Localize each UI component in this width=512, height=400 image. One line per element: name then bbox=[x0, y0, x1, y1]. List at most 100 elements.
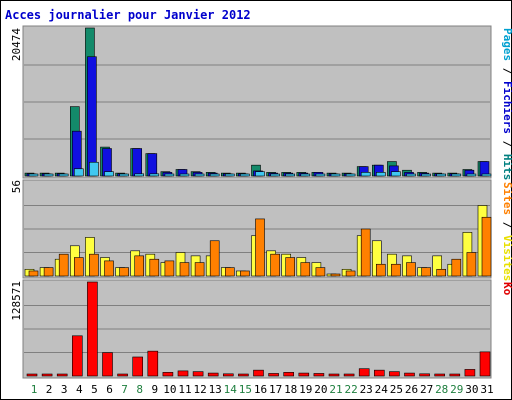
bar-bot-ko-16 bbox=[253, 369, 264, 377]
bar-mid-sites-9 bbox=[149, 258, 160, 277]
bar-top-pages-31 bbox=[481, 173, 492, 177]
x-label-17: 17 bbox=[269, 383, 282, 396]
bar-mid-sites-1 bbox=[28, 270, 39, 277]
x-label-11: 11 bbox=[178, 383, 191, 396]
x-label-12: 12 bbox=[193, 383, 206, 396]
bar-top-pages-22 bbox=[345, 173, 356, 177]
x-label-30: 30 bbox=[465, 383, 478, 396]
chart-title: Acces journalier pour Janvier 2012 bbox=[5, 8, 251, 22]
bar-mid-sites-2 bbox=[43, 267, 54, 277]
bar-bot-ko-23 bbox=[358, 368, 370, 377]
bar-top-pages-28 bbox=[436, 173, 447, 177]
top-ymax-label: 20474 bbox=[10, 28, 23, 61]
bar-top-pages-17 bbox=[270, 173, 280, 177]
bar-mid-sites-19 bbox=[300, 262, 311, 277]
bar-top-pages-2 bbox=[43, 173, 54, 177]
bar-mid-sites-26 bbox=[406, 262, 416, 277]
bar-bot-ko-17 bbox=[268, 373, 279, 377]
bar-top-pages-7 bbox=[119, 173, 129, 177]
bar-top-pages-24 bbox=[375, 172, 386, 177]
x-label-6: 6 bbox=[106, 383, 113, 396]
bar-bot-ko-25 bbox=[389, 371, 400, 377]
bar-top-pages-15 bbox=[240, 173, 250, 177]
bar-top-pages-13 bbox=[209, 173, 220, 177]
bar-bot-ko-19 bbox=[298, 372, 310, 377]
bar-bot-ko-12 bbox=[192, 371, 204, 377]
x-label-26: 26 bbox=[405, 383, 418, 396]
bar-top-pages-27 bbox=[421, 173, 431, 177]
bars-layer bbox=[24, 27, 492, 377]
bar-top-pages-1 bbox=[28, 173, 39, 177]
bar-mid-sites-18 bbox=[285, 257, 296, 277]
bar-mid-sites-15 bbox=[240, 270, 250, 277]
bar-bot-ko-13 bbox=[207, 372, 219, 377]
x-label-21: 21 bbox=[329, 383, 342, 396]
top-legend: Pages / Fichiers / Hits bbox=[501, 28, 512, 180]
bar-top-pages-16 bbox=[255, 171, 265, 177]
bar-bot-ko-5 bbox=[87, 281, 98, 377]
bar-bot-ko-9 bbox=[147, 350, 159, 377]
legend-part-mid-1: / bbox=[501, 215, 512, 235]
bar-bot-ko-28 bbox=[434, 373, 446, 377]
bar-mid-sites-6 bbox=[104, 260, 114, 277]
bar-mid-sites-12 bbox=[194, 262, 205, 277]
bar-mid-sites-23 bbox=[360, 228, 371, 277]
x-label-16: 16 bbox=[254, 383, 267, 396]
legend-part-top-0: Pages bbox=[501, 28, 512, 61]
bar-mid-sites-13 bbox=[209, 240, 220, 277]
x-label-22: 22 bbox=[344, 383, 357, 396]
bar-top-fichiers-9 bbox=[147, 153, 158, 177]
x-label-8: 8 bbox=[136, 383, 143, 396]
x-label-20: 20 bbox=[314, 383, 327, 396]
bar-bot-ko-29 bbox=[449, 373, 461, 377]
x-label-19: 19 bbox=[299, 383, 312, 396]
x-label-24: 24 bbox=[375, 383, 389, 396]
bar-mid-sites-8 bbox=[134, 255, 144, 277]
x-label-13: 13 bbox=[209, 383, 222, 396]
x-label-15: 15 bbox=[239, 383, 252, 396]
legend-part-mid-2: Visites bbox=[501, 235, 512, 281]
bar-mid-sites-28 bbox=[436, 268, 447, 277]
bar-bot-ko-31 bbox=[479, 351, 491, 377]
x-label-23: 23 bbox=[360, 383, 373, 396]
bar-mid-sites-30 bbox=[466, 252, 477, 277]
mid-ymax-label: 56 bbox=[10, 180, 23, 193]
mid-legend: Sites / Visites bbox=[501, 182, 512, 281]
bar-top-pages-19 bbox=[300, 173, 311, 177]
bar-bot-ko-6 bbox=[102, 352, 113, 377]
legend-part-top-3: / bbox=[501, 134, 512, 154]
bar-mid-sites-17 bbox=[270, 253, 280, 277]
bar-top-pages-12 bbox=[194, 173, 205, 177]
bar-bot-ko-1 bbox=[26, 373, 38, 377]
bar-top-pages-10 bbox=[164, 173, 175, 177]
legend-part-top-1: / bbox=[501, 61, 512, 81]
x-label-27: 27 bbox=[420, 383, 433, 396]
bar-bot-ko-20 bbox=[313, 373, 325, 377]
bar-top-pages-4 bbox=[74, 168, 84, 177]
bar-bot-ko-3 bbox=[56, 373, 68, 377]
bar-bot-ko-10 bbox=[162, 372, 174, 377]
bar-mid-sites-16 bbox=[255, 218, 265, 277]
bar-top-fichiers-5 bbox=[87, 56, 97, 177]
legend-part-bot-0: Ko bbox=[501, 282, 512, 296]
bar-bot-ko-2 bbox=[41, 373, 53, 377]
x-label-10: 10 bbox=[163, 383, 176, 396]
bar-bot-ko-18 bbox=[283, 372, 295, 377]
x-label-2: 2 bbox=[46, 383, 53, 396]
bar-mid-sites-14 bbox=[225, 267, 235, 277]
bar-mid-sites-3 bbox=[58, 253, 69, 277]
bar-bot-ko-22 bbox=[343, 373, 355, 377]
bar-mid-sites-4 bbox=[74, 257, 84, 277]
bar-mid-sites-10 bbox=[164, 260, 175, 277]
bar-top-pages-29 bbox=[451, 173, 462, 177]
x-label-28: 28 bbox=[435, 383, 448, 396]
bar-top-pages-18 bbox=[285, 173, 296, 177]
bar-mid-sites-11 bbox=[179, 262, 190, 277]
bar-mid-sites-21 bbox=[330, 273, 341, 277]
bar-top-pages-5 bbox=[89, 161, 99, 177]
x-axis-labels: 1 2 3 4 5 6 7 8 9 10 11 12 13 14 15 16 17 18 19 20 21 22 23 24 2… bbox=[31, 383, 494, 396]
bar-top-pages-21 bbox=[330, 173, 341, 177]
bar-top-pages-20 bbox=[315, 173, 326, 177]
x-label-9: 9 bbox=[151, 383, 158, 396]
